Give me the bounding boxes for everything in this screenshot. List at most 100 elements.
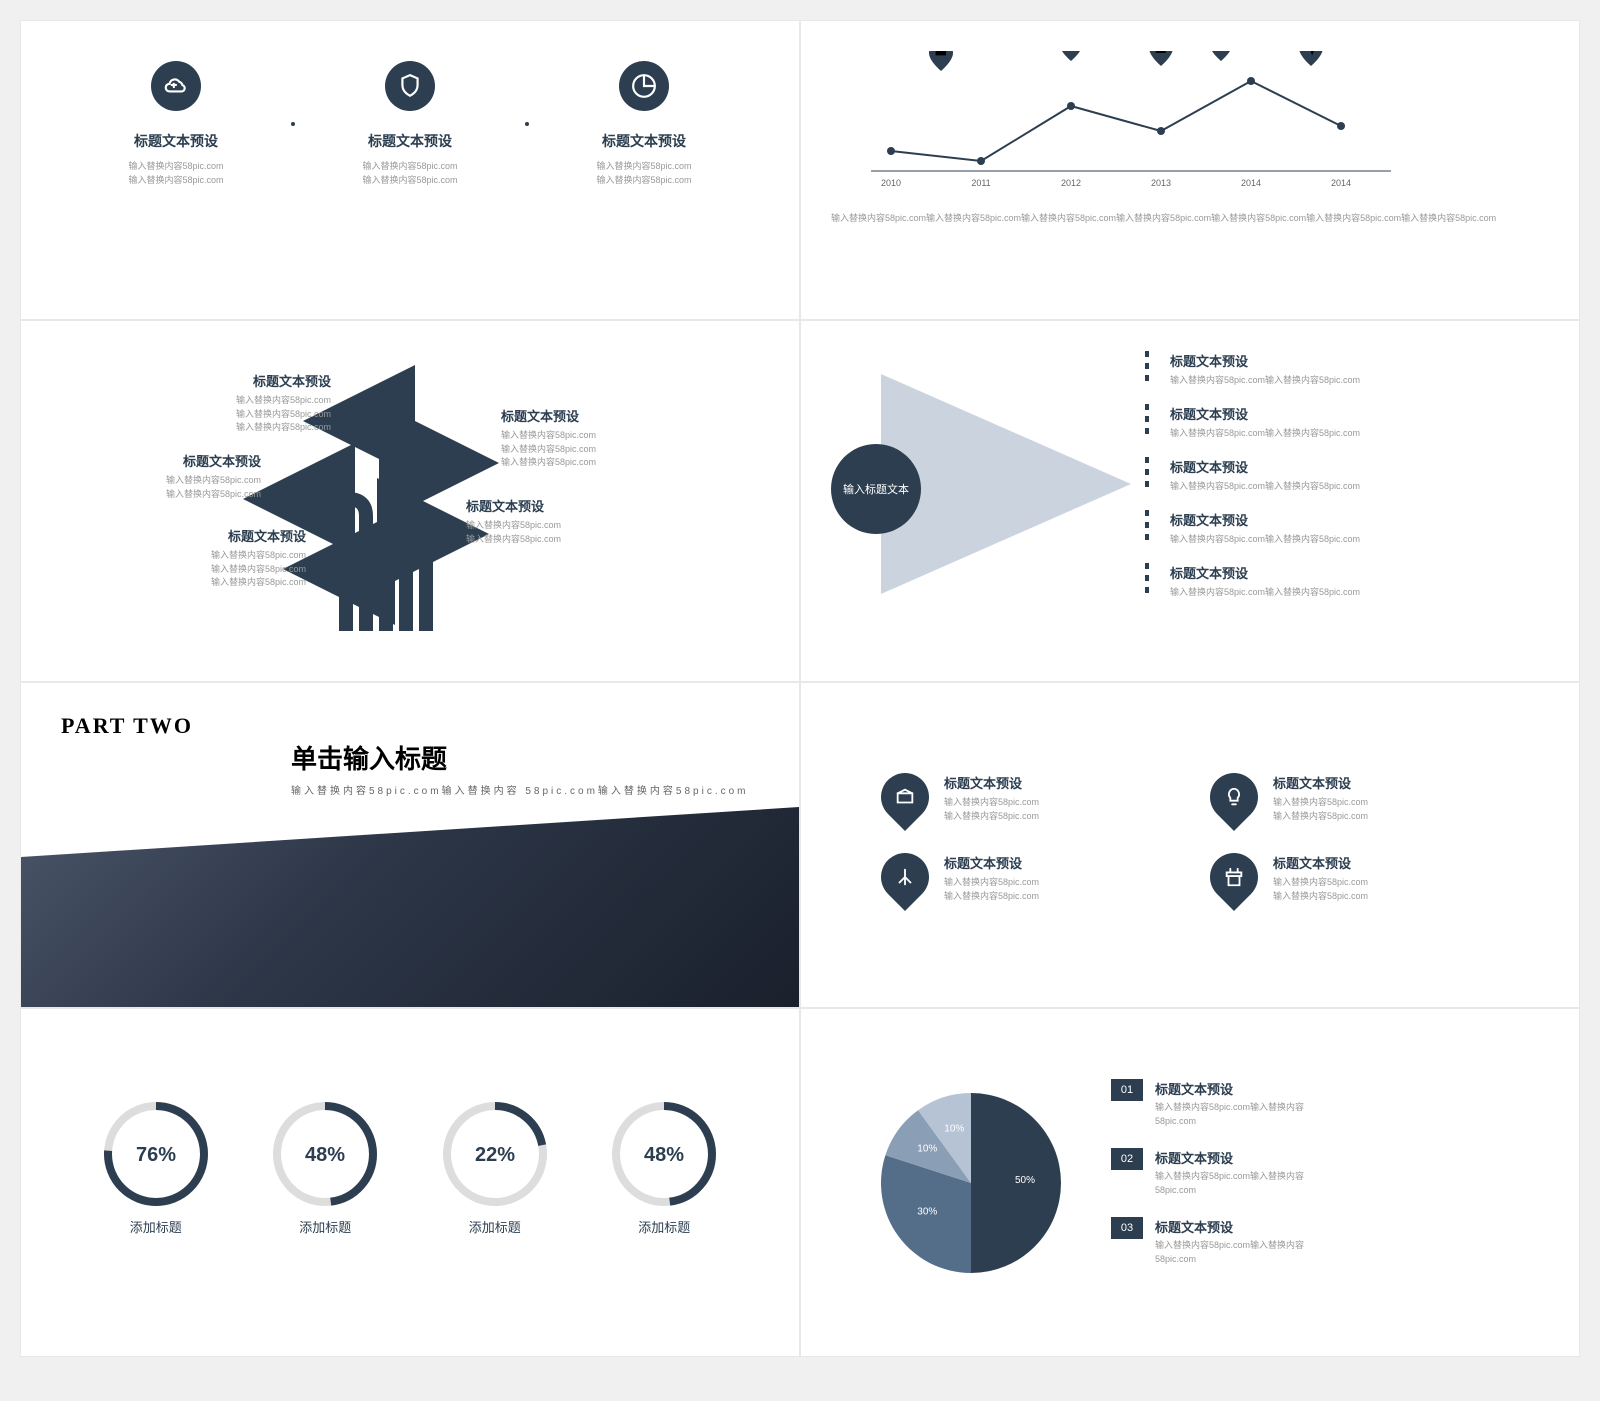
item-sub: 输入替换内容58pic.com输入替换内容58pic.com: [1155, 1170, 1304, 1197]
svg-text:10%: 10%: [917, 1143, 937, 1154]
teardrop-item-2: 标题文本预设 输入替换内容58pic.com输入替换内容58pic.com: [881, 853, 1170, 903]
svg-text:48%: 48%: [305, 1144, 345, 1166]
donut-2: 22% 添加标题: [440, 1099, 550, 1236]
item-sub: 输入替换内容58pic.com输入替换内容58pic.com: [335, 159, 485, 188]
item-sub: 输入替换内容58pic.com输入替换内容58pic.com: [101, 159, 251, 188]
fork-icon: [871, 843, 939, 911]
donut-label: 添加标题: [609, 1217, 719, 1236]
donut-label: 添加标题: [270, 1217, 380, 1236]
pie-chart: 50% 30% 10% 10%: [871, 1083, 1071, 1283]
item-sub: 输入替换内容58pic.com输入替换内容58pic.com: [569, 159, 719, 188]
present-icon: [1200, 843, 1268, 911]
part-label: PART TWO: [61, 713, 759, 739]
item-title: 标题文本预设: [944, 773, 1170, 792]
pie-list-item-0: 01 标题文本预设 输入替换内容58pic.com输入替换内容58pic.com: [1111, 1079, 1509, 1128]
svg-text:30%: 30%: [917, 1206, 937, 1217]
arrow-block-0: 标题文本预设 输入替换内容58pic.com输入替换内容58pic.com输入替…: [181, 371, 331, 435]
item-title: 标题文本预设: [335, 131, 485, 151]
arrow-block-4: 标题文本预设 输入替换内容58pic.com输入替换内容58pic.com: [466, 496, 616, 546]
item-title: 标题文本预设: [1155, 1079, 1304, 1098]
item-number: 03: [1111, 1217, 1143, 1239]
item-title: 标题文本预设: [1170, 563, 1549, 582]
block-title: 标题文本预设: [181, 371, 331, 390]
icon-item-1: 标题文本预设 输入替换内容58pic.com输入替换内容58pic.com: [335, 61, 485, 188]
background-image: [21, 807, 799, 1007]
item-sub: 输入替换内容58pic.com输入替换内容58pic.com: [1170, 532, 1549, 545]
icon-item-0: 标题文本预设 输入替换内容58pic.com输入替换内容58pic.com: [101, 61, 251, 188]
item-title: 标题文本预设: [1170, 510, 1549, 529]
item-sub: 输入替换内容58pic.com输入替换内容58pic.com: [1170, 373, 1549, 386]
svg-text:2014: 2014: [1331, 178, 1351, 188]
item-sub: 输入替换内容58pic.com输入替换内容58pic.com: [1273, 796, 1499, 823]
list-item-3: 标题文本预设 输入替换内容58pic.com输入替换内容58pic.com: [1151, 510, 1549, 545]
slide-2-timeline: 201020112012201320142014 输入替换内容58pic.com…: [800, 20, 1580, 320]
block-sub: 输入替换内容58pic.com输入替换内容58pic.com输入替换内容58pi…: [156, 549, 306, 590]
svg-text:2011: 2011: [971, 178, 990, 188]
slide-3-arrows: 标题文本预设 输入替换内容58pic.com输入替换内容58pic.com输入替…: [20, 320, 800, 682]
svg-text:50%: 50%: [1015, 1175, 1035, 1186]
slide-6-teardrops: 标题文本预设 输入替换内容58pic.com输入替换内容58pic.com 标题…: [800, 682, 1580, 1008]
donut-label: 添加标题: [101, 1217, 211, 1236]
item-title: 标题文本预设: [1170, 404, 1549, 423]
bulb-icon: [1200, 763, 1268, 831]
slide-1-icons: 标题文本预设 输入替换内容58pic.com输入替换内容58pic.com 标题…: [20, 20, 800, 320]
cloud-icon: [151, 61, 201, 111]
separator-dot: [525, 122, 529, 126]
dash-marker: [1145, 351, 1149, 381]
slide-8-pie: 50% 30% 10% 10% 01 标题文本预设 输入替换内容58pic.com输入…: [800, 1008, 1580, 1357]
item-sub: 输入替换内容58pic.com输入替换内容58pic.com: [944, 876, 1170, 903]
arrow-block-1: 标题文本预设 输入替换内容58pic.com输入替换内容58pic.com: [111, 451, 261, 501]
arrow-block-3: 标题文本预设 输入替换内容58pic.com输入替换内容58pic.com输入替…: [501, 406, 651, 470]
block-title: 标题文本预设: [111, 451, 261, 470]
item-sub: 输入替换内容58pic.com输入替换内容58pic.com: [1170, 426, 1549, 439]
box-icon: [871, 763, 939, 831]
slide-4-triangle: 输入标题文本 标题文本预设 输入替换内容58pic.com输入替换内容58pic…: [800, 320, 1580, 682]
block-sub: 输入替换内容58pic.com输入替换内容58pic.com: [111, 474, 261, 501]
block-title: 标题文本预设: [466, 496, 616, 515]
svg-text:2012: 2012: [1061, 178, 1081, 188]
slide-title: 单击输入标题: [291, 739, 759, 776]
item-title: 标题文本预设: [1170, 351, 1549, 370]
list-item-0: 标题文本预设 输入替换内容58pic.com输入替换内容58pic.com: [1151, 351, 1549, 386]
item-sub: 输入替换内容58pic.com输入替换内容58pic.com: [1170, 479, 1549, 492]
donut-ring-icon: 48%: [270, 1099, 380, 1209]
dash-marker: [1145, 404, 1149, 434]
donut-ring-icon: 48%: [609, 1099, 719, 1209]
donut-ring-icon: 22%: [440, 1099, 550, 1209]
item-title: 标题文本预设: [1273, 853, 1499, 872]
block-sub: 输入替换内容58pic.com输入替换内容58pic.com: [466, 519, 616, 546]
separator-dot: [291, 122, 295, 126]
timeline-chart: 201020112012201320142014: [831, 51, 1391, 191]
item-sub: 输入替换内容58pic.com输入替换内容58pic.com: [944, 796, 1170, 823]
svg-text:2014: 2014: [1241, 178, 1261, 188]
donut-3: 48% 添加标题: [609, 1099, 719, 1236]
svg-text:76%: 76%: [136, 1144, 176, 1166]
block-title: 标题文本预设: [156, 526, 306, 545]
list-item-4: 标题文本预设 输入替换内容58pic.com输入替换内容58pic.com: [1151, 563, 1549, 598]
icon-item-2: 标题文本预设 输入替换内容58pic.com输入替换内容58pic.com: [569, 61, 719, 188]
block-sub: 输入替换内容58pic.com输入替换内容58pic.com输入替换内容58pi…: [501, 429, 651, 470]
pie-list-item-2: 03 标题文本预设 输入替换内容58pic.com输入替换内容58pic.com: [1111, 1217, 1509, 1266]
slide-7-donuts: 76% 添加标题 48% 添加标题 22% 添加标题 48: [20, 1008, 800, 1357]
teardrop-item-3: 标题文本预设 输入替换内容58pic.com输入替换内容58pic.com: [1210, 853, 1499, 903]
pie-list-item-1: 02 标题文本预设 输入替换内容58pic.com输入替换内容58pic.com: [1111, 1148, 1509, 1197]
slide-5-part-two: PART TWO 单击输入标题 输入替换内容58pic.com输入替换内容 58…: [20, 682, 800, 1008]
item-title: 标题文本预设: [569, 131, 719, 151]
item-title: 标题文本预设: [1273, 773, 1499, 792]
arrow-block-2: 标题文本预设 输入替换内容58pic.com输入替换内容58pic.com输入替…: [156, 526, 306, 590]
block-sub: 输入替换内容58pic.com输入替换内容58pic.com输入替换内容58pi…: [181, 394, 331, 435]
slide-subtitle: 输入替换内容58pic.com输入替换内容 58pic.com输入替换内容58p…: [291, 782, 759, 797]
svg-text:10%: 10%: [944, 1123, 964, 1134]
item-title: 标题文本预设: [101, 131, 251, 151]
donut-label: 添加标题: [440, 1217, 550, 1236]
svg-text:48%: 48%: [644, 1144, 684, 1166]
item-title: 标题文本预设: [1155, 1217, 1304, 1236]
slide-grid: 标题文本预设 输入替换内容58pic.com输入替换内容58pic.com 标题…: [20, 20, 1580, 1357]
item-title: 标题文本预设: [1170, 457, 1549, 476]
dash-marker: [1145, 563, 1149, 593]
item-title: 标题文本预设: [1155, 1148, 1304, 1167]
pie-icon: [619, 61, 669, 111]
item-sub: 输入替换内容58pic.com输入替换内容58pic.com: [1155, 1101, 1304, 1128]
donut-ring-icon: 76%: [101, 1099, 211, 1209]
center-circle: 输入标题文本: [831, 444, 921, 534]
